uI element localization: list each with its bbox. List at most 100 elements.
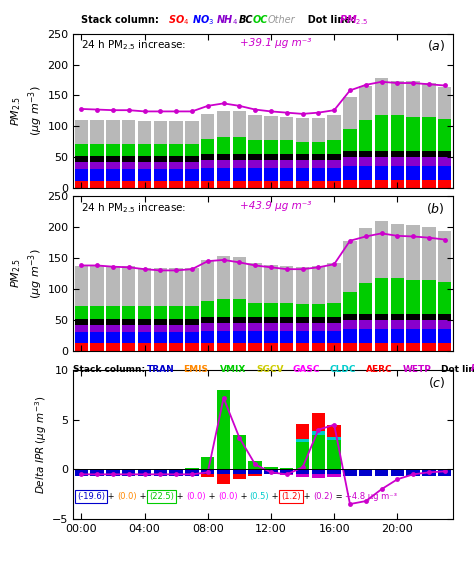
Bar xyxy=(359,180,373,188)
Text: +: + xyxy=(105,492,118,501)
Bar xyxy=(154,470,167,476)
Bar xyxy=(438,119,451,151)
Bar xyxy=(375,157,388,167)
Bar xyxy=(311,304,325,316)
Bar xyxy=(138,325,151,332)
Bar xyxy=(170,144,183,156)
Bar xyxy=(217,137,230,154)
Bar xyxy=(233,300,246,316)
Text: (0.0): (0.0) xyxy=(118,492,137,501)
Text: +: + xyxy=(237,492,250,501)
Bar xyxy=(422,470,436,476)
Bar xyxy=(391,470,404,476)
Bar xyxy=(296,475,309,477)
Bar xyxy=(391,278,404,314)
Bar xyxy=(328,475,341,477)
Bar xyxy=(106,144,119,156)
Bar xyxy=(154,306,167,319)
Text: (1.2): (1.2) xyxy=(282,492,301,501)
Text: (0.2): (0.2) xyxy=(313,492,333,501)
Bar xyxy=(154,319,167,325)
Bar xyxy=(359,86,373,120)
Bar xyxy=(296,160,309,168)
Bar xyxy=(280,140,293,154)
Bar xyxy=(91,156,104,162)
Bar xyxy=(264,181,278,188)
Bar xyxy=(106,266,119,306)
Bar xyxy=(170,181,183,188)
Text: (0.0): (0.0) xyxy=(218,492,237,501)
Bar xyxy=(264,316,278,323)
Text: +43.9 μg m⁻³: +43.9 μg m⁻³ xyxy=(240,201,312,211)
Bar xyxy=(91,470,104,476)
Bar xyxy=(359,329,373,343)
Bar xyxy=(91,169,104,181)
Bar xyxy=(185,468,199,470)
Bar xyxy=(311,160,325,168)
Bar xyxy=(217,168,230,181)
Bar xyxy=(248,168,262,181)
Bar xyxy=(343,180,356,188)
Text: AERC: AERC xyxy=(366,365,392,374)
Bar xyxy=(75,266,88,306)
Bar xyxy=(438,343,451,351)
Bar xyxy=(343,314,356,320)
Bar xyxy=(296,343,309,351)
Bar xyxy=(375,329,388,343)
Bar xyxy=(328,343,341,351)
Bar xyxy=(248,154,262,160)
Bar xyxy=(343,241,356,292)
Bar xyxy=(296,424,309,439)
Bar xyxy=(106,470,119,476)
Bar xyxy=(391,329,404,343)
Bar xyxy=(343,320,356,329)
Bar xyxy=(185,181,199,188)
Bar xyxy=(154,268,167,306)
Bar xyxy=(233,154,246,160)
Bar xyxy=(311,316,325,323)
Bar xyxy=(248,470,262,475)
Bar xyxy=(233,168,246,181)
Bar xyxy=(248,331,262,343)
Bar xyxy=(233,257,246,300)
Bar xyxy=(391,157,404,167)
Bar xyxy=(280,303,293,316)
Bar xyxy=(75,470,88,476)
Bar xyxy=(264,160,278,168)
Bar xyxy=(138,332,151,343)
Bar xyxy=(406,180,420,188)
Bar xyxy=(170,162,183,169)
Text: +: + xyxy=(301,492,313,501)
Text: +: + xyxy=(137,492,149,501)
Text: VMIX: VMIX xyxy=(220,365,246,374)
Bar xyxy=(391,81,404,115)
Bar xyxy=(391,314,404,320)
Bar xyxy=(185,332,199,343)
Bar xyxy=(375,470,388,476)
Bar xyxy=(328,331,341,343)
Bar xyxy=(343,157,356,167)
Bar xyxy=(75,181,88,188)
Bar xyxy=(75,120,88,144)
Bar xyxy=(201,160,214,168)
Bar xyxy=(154,181,167,188)
Bar xyxy=(233,181,246,188)
Bar xyxy=(280,316,293,323)
Bar xyxy=(406,117,420,151)
Bar xyxy=(122,120,136,144)
Bar xyxy=(106,319,119,325)
Bar xyxy=(170,332,183,343)
Bar xyxy=(154,343,167,351)
Bar xyxy=(375,115,388,151)
Bar xyxy=(248,181,262,188)
Text: (22.5): (22.5) xyxy=(149,492,174,501)
Bar xyxy=(75,325,88,332)
Text: 24 h PM$_{2.5}$ increase:: 24 h PM$_{2.5}$ increase: xyxy=(81,38,187,52)
Bar xyxy=(75,144,88,156)
Bar xyxy=(201,343,214,351)
Bar xyxy=(91,319,104,325)
Bar xyxy=(422,320,436,329)
Bar xyxy=(138,162,151,169)
Bar xyxy=(75,343,88,351)
Bar xyxy=(311,266,325,304)
